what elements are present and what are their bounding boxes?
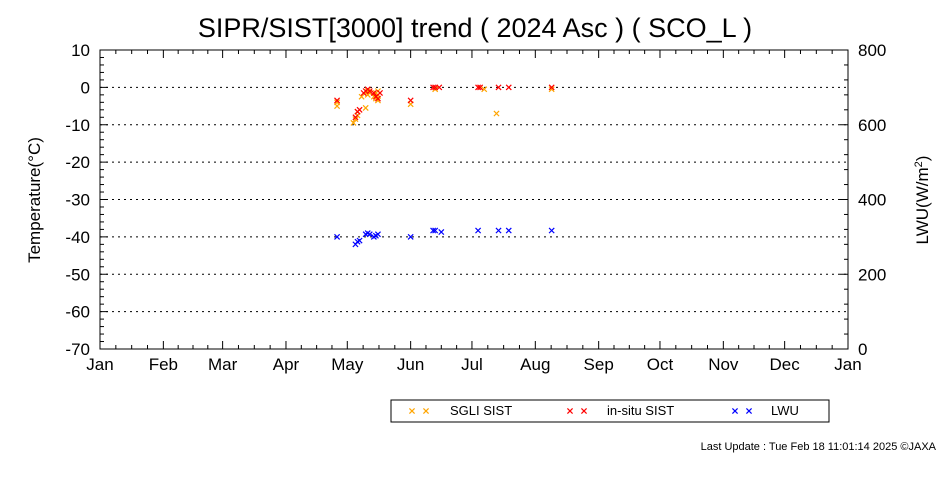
in-situ-sist-point [356,106,363,113]
legend-marker-sgli-sist [422,407,430,415]
in-situ-sist-point [430,84,437,91]
axis-ticks [99,49,849,350]
in-situ-sist-point [370,89,377,97]
y2-tick-label: 600 [858,116,886,135]
in-situ-sist-point [477,84,484,91]
legend: SGLI SIST in-situ SIST LWU [390,399,830,423]
y2-tick-label: 0 [858,340,867,359]
sgli-sist-point [350,119,357,126]
sgli-sist-point [362,104,369,111]
y-tick-label: -50 [65,265,90,284]
sgli-sist-point [334,103,341,110]
y2-tick-label: 200 [858,265,886,284]
lwu-point [548,227,555,234]
lwu-point [475,227,482,234]
lwu-point [407,233,414,240]
y-tick-label: -10 [65,116,90,135]
lwu-point [430,227,437,234]
in-situ-sist-point [352,114,359,121]
lwu-point [334,233,341,240]
in-situ-sist-point [366,88,373,95]
in-situ-sist-point [407,97,414,104]
in-situ-sist-point [505,84,512,91]
y-tick-label: -60 [65,303,90,322]
lwu-point [432,227,439,234]
x-tick-label: Dec [770,355,801,374]
in-situ-sist-point [376,89,384,97]
sgli-sist-point [358,93,365,100]
y-axis-title: Temperature(°C) [25,137,44,263]
last-update-footer: Last Update : Tue Feb 18 11:01:14 2025 ©… [701,441,937,453]
in-situ-sist-point [374,95,381,102]
y2-tick-label: 400 [858,191,886,210]
x-tick-label: Jan [86,355,113,374]
chart-title: SIPR/SIST[3000] trend ( 2024 Asc ) ( SCO… [198,13,752,43]
sgli-sist-point [352,116,359,123]
tick-labels: 100-10-20-30-40-50-60-708006004002000Jan… [65,41,886,374]
data-points [334,84,555,248]
y-tick-label: -70 [65,340,90,359]
y2-axis-title-tail: ) [913,156,932,162]
legend-marker-lwu [745,407,753,415]
x-tick-label: Oct [647,355,674,374]
y2-tick-label: 800 [858,41,886,60]
legend-marker-in-situ-sist [580,407,588,415]
in-situ-sist-point [548,84,555,91]
y2-axis-title: LWU(W/m2) [913,156,932,245]
legend-label-lwu: LWU [771,403,799,418]
sgli-sist-point [493,110,500,117]
x-tick-label: Apr [273,355,300,374]
y-tick-label: -40 [65,228,90,247]
in-situ-sist-point [334,97,341,104]
y-tick-label: 10 [71,41,90,60]
gridlines [100,86,848,313]
in-situ-sist-point [495,84,502,91]
lwu-point [438,228,445,236]
sgli-sist-point [481,86,488,93]
lwu-point [366,231,373,238]
x-tick-label: Jun [397,355,424,374]
x-tick-label: May [331,355,364,374]
lwu-point [374,231,381,238]
legend-marker-lwu [731,407,739,415]
x-tick-label: Sep [584,355,614,374]
x-tick-label: Jul [461,355,483,374]
x-tick-label: Aug [520,355,550,374]
x-tick-label: Mar [208,355,238,374]
legend-markers [408,407,753,415]
y2-axis-title-sup: 2 [913,161,925,167]
y-tick-label: 0 [81,78,90,97]
y2-axis-title-main: LWU(W/m [913,167,932,244]
x-tick-label: Nov [708,355,739,374]
y-tick-label: -30 [65,191,90,210]
legend-box [390,399,830,423]
in-situ-sist-point [475,84,482,91]
sgli-sist-point [548,86,555,93]
x-tick-label: Feb [149,355,178,374]
lwu-point [495,227,502,234]
in-situ-sist-point [436,84,443,91]
legend-label-sgli: SGLI SIST [450,403,512,418]
legend-marker-in-situ-sist [566,407,574,415]
legend-marker-sgli-sist [408,407,416,415]
lwu-point [356,237,363,244]
x-tick-label: Jan [834,355,861,374]
lwu-point [505,227,512,234]
sgli-sist-point [374,97,381,104]
y-tick-label: -20 [65,153,90,172]
legend-label-insitu: in-situ SIST [607,403,674,418]
